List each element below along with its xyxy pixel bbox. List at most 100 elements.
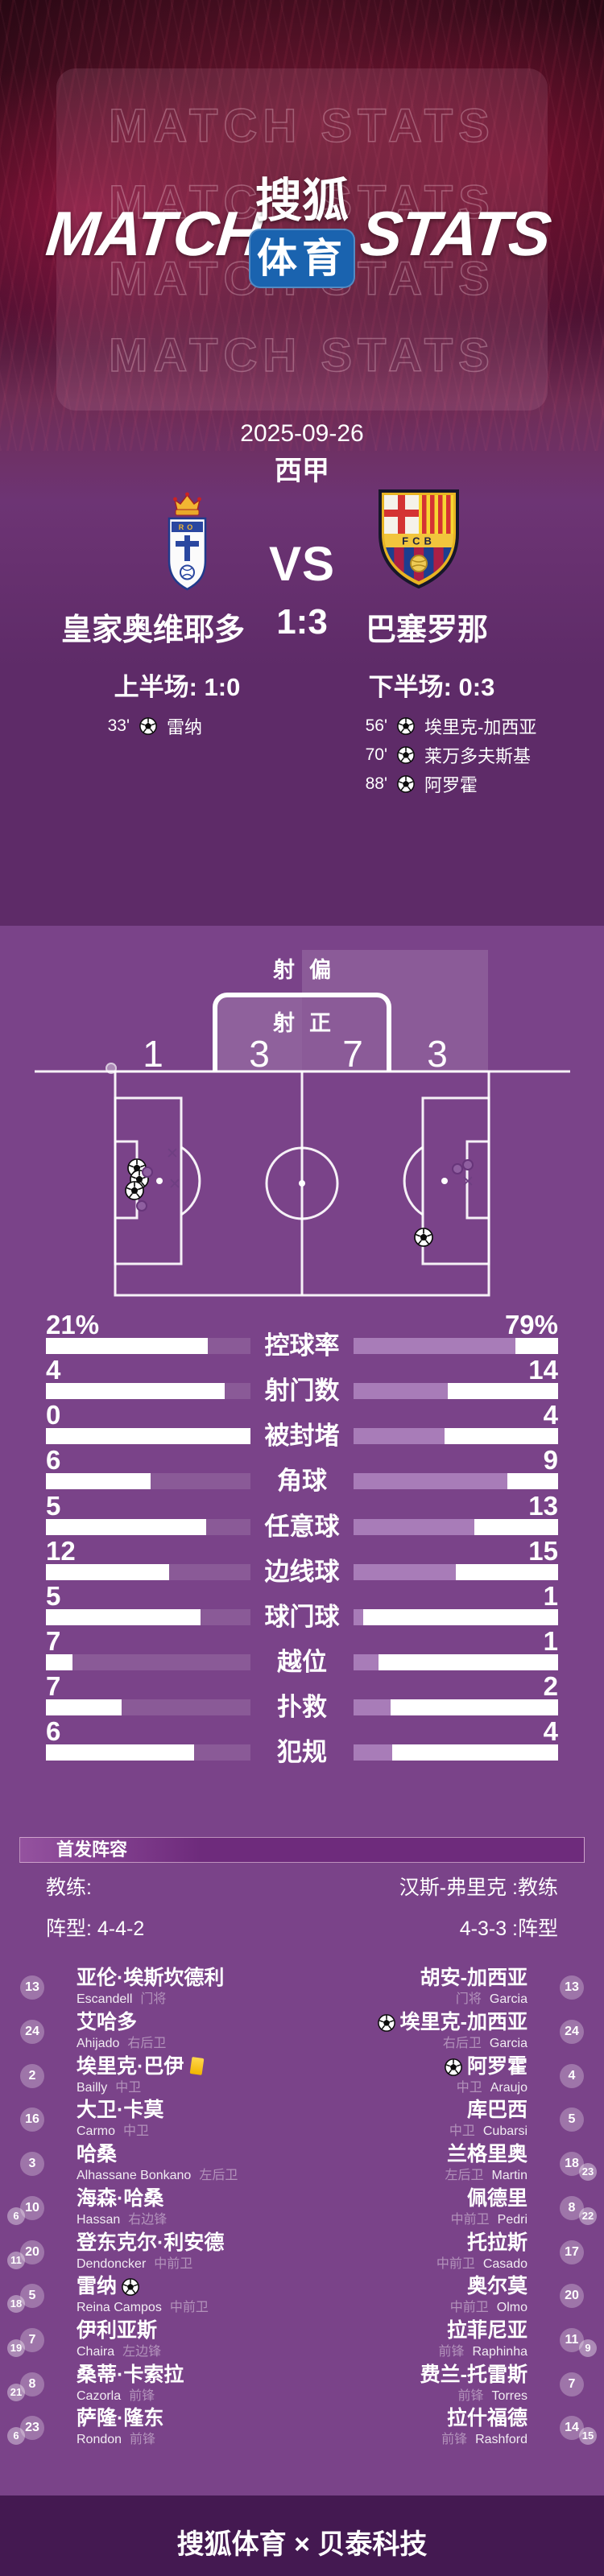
- player-name: 艾哈多: [77, 2011, 138, 2033]
- player-latin-name: Ahijado: [77, 2037, 120, 2050]
- player-position: 前锋: [130, 2433, 156, 2446]
- home-stat-value: 21%: [46, 1310, 100, 1340]
- away-player-row: 11 9 拉菲尼亚 前锋 Raphinha: [302, 2318, 604, 2362]
- player-subline: Reina Campos 中前卫: [77, 2299, 209, 2317]
- player-subline: 中前卫 Pedri: [451, 2211, 527, 2229]
- player-subline: Ahijado 右后卫: [77, 2035, 166, 2053]
- shot-dot-marker: [462, 1159, 474, 1170]
- substitute-number-badge: 6: [7, 2207, 25, 2225]
- player-latin-name: Hassan: [77, 2213, 121, 2227]
- player-name: 大卫·卡莫: [77, 2099, 164, 2121]
- player-subline: Alhassane Bonkano 左后卫: [77, 2167, 238, 2185]
- soccer-ball-icon: [377, 2014, 395, 2032]
- player-name: 埃里克·巴伊: [77, 2054, 205, 2079]
- player-latin-name: Bailly: [77, 2081, 108, 2095]
- stat-label: 控球率: [264, 1331, 340, 1360]
- away-stat-bar: [354, 1563, 558, 1580]
- player-name: 登东克尔·利安德: [77, 2231, 225, 2254]
- shots-on-target-highlight: [217, 997, 302, 1072]
- home-stat-bar-fill: [225, 1383, 250, 1400]
- substitute-number-badge: 9: [579, 2339, 597, 2357]
- player-subline: 中卫 Cubarsi: [449, 2123, 527, 2140]
- player-name: 哈桑: [77, 2143, 118, 2165]
- player-position: 中前卫: [450, 2213, 490, 2227]
- goals-band-background: [0, 668, 604, 926]
- home-team-name: 皇家奥维耶多: [60, 613, 245, 647]
- player-subline: Hassan 右边锋: [77, 2211, 167, 2229]
- away-stat-value: 14: [528, 1355, 558, 1385]
- player-name: 奥尔莫: [466, 2275, 527, 2297]
- player-name: 胡安-加西亚: [420, 1967, 527, 1989]
- stat-row-角球: 6 9 角球: [46, 1445, 558, 1496]
- player-subline: Cazorla 前锋: [77, 2388, 155, 2405]
- shot-dot-marker: [136, 1200, 147, 1212]
- shirt-number-badge: 8: [560, 2196, 584, 2220]
- home-stat-bar-fill: [150, 1473, 250, 1490]
- home-player-row: 8 21 桑蒂·卡索拉 Cazorla 前锋: [0, 2363, 302, 2406]
- away-stat-bar: [354, 1653, 558, 1670]
- away-stat-bar-fill: [354, 1563, 456, 1580]
- away-stat-value: 4: [543, 1716, 558, 1747]
- shot-label-char: 射: [273, 958, 295, 982]
- home-player-row: 23 6 萨隆·隆东 Rondon 前锋: [0, 2406, 302, 2450]
- player-position: 左后卫: [445, 2169, 484, 2182]
- home-stat-value: 7: [46, 1625, 61, 1656]
- home-stat-value: 0: [46, 1400, 61, 1430]
- player-subline: Bailly 中卫: [77, 2079, 141, 2097]
- home-stat-bar-fill: [169, 1563, 250, 1580]
- home-stat-bar: [46, 1699, 250, 1716]
- home-team-crest: RO: [168, 492, 207, 591]
- player-position: 中卫: [456, 2081, 482, 2095]
- stat-label: 角球: [277, 1467, 327, 1496]
- away-coach: 汉斯-弗里克 :教练: [399, 1876, 558, 1899]
- player-latin-name: Araujo: [490, 2081, 527, 2095]
- goal-minute: 33': [107, 716, 130, 735]
- player-subline: 门将 Garcia: [456, 1991, 527, 2008]
- substitute-number-badge: 18: [7, 2295, 25, 2313]
- player-latin-name: Garcia: [489, 2037, 527, 2050]
- shirt-number-badge: 2: [20, 2064, 44, 2088]
- goal-event-row: 70' 莱万多夫斯基: [358, 741, 536, 770]
- player-latin-name: Dendoncker: [77, 2257, 147, 2271]
- shirt-number-badge: 18: [560, 2152, 584, 2176]
- away-stat-bar-fill: [354, 1653, 379, 1670]
- shots-off-target-label: 射偏: [221, 952, 383, 984]
- away-stat-value: 1: [543, 1625, 558, 1656]
- player-name: 桑蒂·卡索拉: [77, 2363, 184, 2386]
- shots-off-target-highlight: [302, 950, 488, 1071]
- goal-event-row: 88' 阿罗霍: [358, 770, 536, 799]
- home-stat-value: 4: [46, 1355, 61, 1385]
- away-player-row: 18 23 兰格里奥 左后卫 Martin: [302, 2142, 604, 2186]
- away-stat-value: 2: [543, 1671, 558, 1702]
- shirt-number-badge: 23: [20, 2416, 44, 2440]
- player-subline: 前锋 Raphinha: [438, 2343, 527, 2361]
- shirt-number-badge: 20: [20, 2240, 44, 2264]
- stat-row-被封堵: 0 4 被封堵: [46, 1400, 558, 1448]
- shirt-number-badge: 11: [560, 2328, 584, 2352]
- substitute-number-badge: 11: [7, 2252, 25, 2269]
- vs-label: VS: [268, 537, 336, 591]
- away-stat-value: 13: [528, 1490, 558, 1521]
- soccer-ball-icon: [397, 717, 415, 735]
- second-half-score: 下半场: 0:3: [368, 673, 495, 701]
- player-position: 门将: [455, 1992, 482, 2006]
- player-latin-name: Martin: [491, 2169, 527, 2182]
- footer-branding: 搜狐体育 × 贝泰科技: [176, 2529, 428, 2560]
- home-stat-value: 5: [46, 1580, 61, 1611]
- shirt-number-badge: 24: [560, 2020, 584, 2044]
- soccer-ball-icon: [397, 775, 415, 793]
- goal-scorer-name: 雷纳: [167, 717, 203, 737]
- shirt-number-badge: 13: [560, 1975, 584, 2000]
- player-latin-name: Escandell: [77, 1992, 133, 2006]
- home-stat-value: 6: [46, 1716, 61, 1747]
- player-subline: 前锋 Rashford: [441, 2431, 527, 2449]
- soccer-ball-icon: [445, 2058, 462, 2076]
- home-player-row: 5 18 雷纳 Reina Campos 中前卫: [0, 2274, 302, 2318]
- player-latin-name: Torres: [491, 2389, 527, 2403]
- home-player-row: 7 19 伊利亚斯 Chaira 左边锋: [0, 2318, 302, 2362]
- home-player-row: 2 埃里克·巴伊 Bailly 中卫: [0, 2054, 302, 2098]
- player-latin-name: Chaira: [77, 2345, 115, 2359]
- shirt-number-badge: 7: [20, 2328, 44, 2352]
- watermark-text: MATCH STATS: [108, 100, 495, 152]
